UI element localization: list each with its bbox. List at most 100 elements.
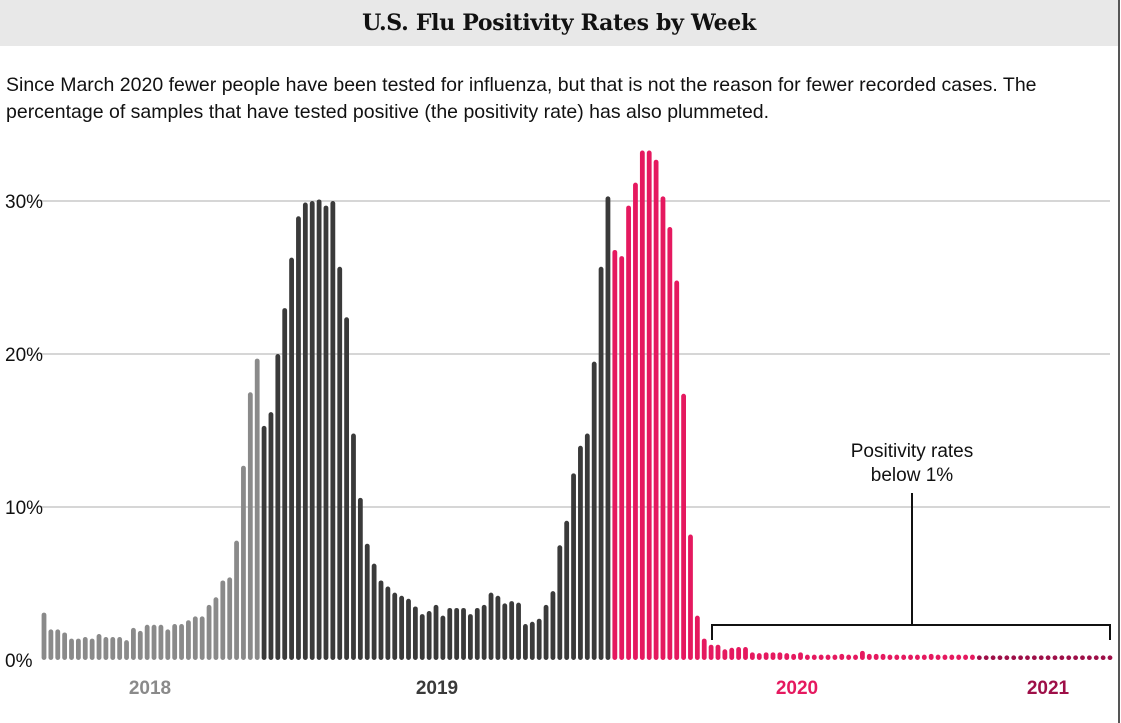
bar-2018-19-2019-season-week-45: [564, 520, 570, 660]
bar-2018-19-2019-season-week-20: [392, 592, 398, 660]
bar-2020-week-28: [798, 652, 803, 660]
bar-2020-week-31: [818, 654, 824, 660]
bar-2021-week-17: [1086, 655, 1092, 660]
bar-2020-week-18: [729, 647, 735, 660]
bar-2018-19-2019-season-week-33: [481, 604, 487, 660]
bar-2020-week-42: [894, 654, 900, 660]
bar-2018-19-2019-season-week-22: [406, 598, 411, 660]
bar-2018-19-2019-season-week-18: [378, 580, 384, 660]
bar-2020-week-17: [722, 649, 728, 660]
bar-2018-19-2019-season-week-15: [357, 497, 363, 660]
bar-2018-19-2019-season-week-31: [468, 614, 473, 660]
bar-2017-18-season-week-28: [227, 577, 233, 660]
bar-2018-19-2019-season-week-7: [302, 202, 308, 660]
bar-2018-19-2019-season-week-8: [309, 201, 315, 660]
bar-2017-18-season-week-3: [55, 629, 61, 660]
bar-2017-18-season-week-21: [179, 624, 184, 660]
bar-2021-week-13: [1059, 655, 1065, 660]
bar-2017-18-season-week-17: [151, 624, 157, 660]
bar-2017-18-season-week-5: [69, 638, 74, 660]
bar-2021-week-4: [997, 655, 1003, 660]
bar-2017-18-season-week-24: [199, 616, 205, 660]
bar-2020-week-44: [908, 654, 913, 660]
bar-2018-19-2019-season-week-4: [282, 308, 288, 660]
bar-2017-18-season-week-30: [241, 465, 246, 660]
bar-2018-19-2019-season-week-35: [495, 595, 501, 660]
bar-2020-week-10: [674, 280, 680, 660]
bar-2018-19-2019-season-week-1: [261, 425, 267, 660]
bar-2017-18-season-week-14: [131, 627, 136, 660]
bar-2017-18-season-week-6: [75, 638, 81, 660]
bar-2018-19-2019-season-week-51: [605, 196, 611, 660]
bar-2017-18-season-week-31: [247, 392, 253, 660]
bar-2018-19-2019-season-week-16: [364, 543, 370, 660]
bar-2020-week-6: [646, 150, 652, 660]
bar-2021-week-11: [1045, 655, 1051, 660]
bar-2020-week-38: [866, 653, 872, 660]
bar-2020-week-26: [784, 653, 790, 660]
bar-2020-week-43: [901, 654, 907, 660]
chart-subtitle: Since March 2020 fewer people have been …: [6, 74, 1037, 123]
bar-2021-week-14: [1066, 655, 1072, 660]
chart-title: U.S. Flu Positivity Rates by Week: [362, 10, 756, 36]
bar-2017-18-season-week-22: [186, 620, 191, 660]
bar-2020-week-41: [887, 654, 893, 660]
bar-2021-week-16: [1080, 655, 1085, 660]
bar-2017-18-season-week-4: [62, 632, 68, 660]
bar-2017-18-season-week-16: [144, 624, 150, 660]
bar-2018-19-2019-season-week-40: [529, 621, 535, 660]
bar-2020-week-48: [935, 654, 941, 660]
year-label-2020: 2020: [776, 678, 818, 699]
bar-2018-19-2019-season-week-2: [268, 412, 274, 660]
annotation-line1: Positivity rates: [851, 441, 973, 462]
bar-2018-19-2019-season-week-11: [330, 201, 336, 660]
bar-2020-week-27: [791, 653, 797, 660]
bar-2018-19-2019-season-week-26: [433, 604, 439, 660]
bar-2017-18-season-week-8: [89, 638, 95, 660]
bar-2021-week-6: [1011, 655, 1017, 660]
bar-2020-week-11: [681, 393, 686, 660]
bar-2021-week-3: [990, 655, 996, 660]
bar-2017-18-season-week-15: [137, 630, 143, 660]
bar-2018-19-2019-season-week-9: [316, 199, 322, 660]
bar-2020-week-4: [633, 182, 638, 660]
bar-2018-19-2019-season-week-12: [337, 266, 343, 660]
bar-2020-week-20: [743, 646, 748, 660]
bar-2018-19-2019-season-week-46: [571, 473, 576, 660]
bar-2018-19-2019-season-week-48: [584, 433, 590, 660]
bar-2017-18-season-week-26: [213, 597, 219, 660]
bar-2020-week-47: [928, 653, 934, 660]
bar-2018-19-2019-season-week-17: [371, 563, 377, 660]
bar-2021-week-20: [1107, 655, 1113, 660]
title-bar: U.S. Flu Positivity Rates by Week: [0, 0, 1118, 46]
bar-2021-week-19: [1100, 655, 1106, 660]
bar-2020-week-16: [715, 644, 721, 660]
bar-2017-18-season-week-2: [48, 629, 54, 660]
bar-2020-week-30: [811, 654, 817, 660]
annotation-bracket: [711, 493, 1111, 640]
bar-2020-week-13: [694, 615, 700, 660]
y-tick-label: 0%: [5, 651, 33, 672]
bar-2020-week-49: [942, 654, 948, 660]
bar-2018-19-2019-season-week-3: [275, 354, 281, 660]
bar-2020-week-14: [701, 638, 707, 660]
bar-2017-18-season-week-29: [234, 540, 239, 660]
bar-2021-week-1: [976, 655, 982, 660]
bar-2020-week-46: [921, 654, 927, 660]
bar-2018-19-2019-season-week-5: [289, 257, 294, 660]
bar-2020-week-9: [667, 227, 673, 660]
bar-2020-week-3: [626, 205, 631, 660]
bar-2018-19-2019-season-week-47: [578, 445, 583, 660]
bar-2020-week-32: [825, 654, 831, 660]
bar-2018-19-2019-season-week-23: [412, 606, 418, 660]
bar-2017-18-season-week-18: [158, 624, 164, 660]
bar-2021-week-5: [1004, 655, 1010, 660]
bar-2018-19-2019-season-week-38: [516, 602, 521, 660]
bar-2018-19-2019-season-week-14: [351, 433, 356, 660]
bar-2018-19-2019-season-week-27: [440, 615, 446, 660]
bar-2020-week-35: [846, 654, 852, 660]
year-label-2018: 2018: [129, 678, 171, 699]
bar-2017-18-season-week-12: [117, 637, 123, 660]
bar-2017-18-season-week-20: [172, 624, 178, 660]
